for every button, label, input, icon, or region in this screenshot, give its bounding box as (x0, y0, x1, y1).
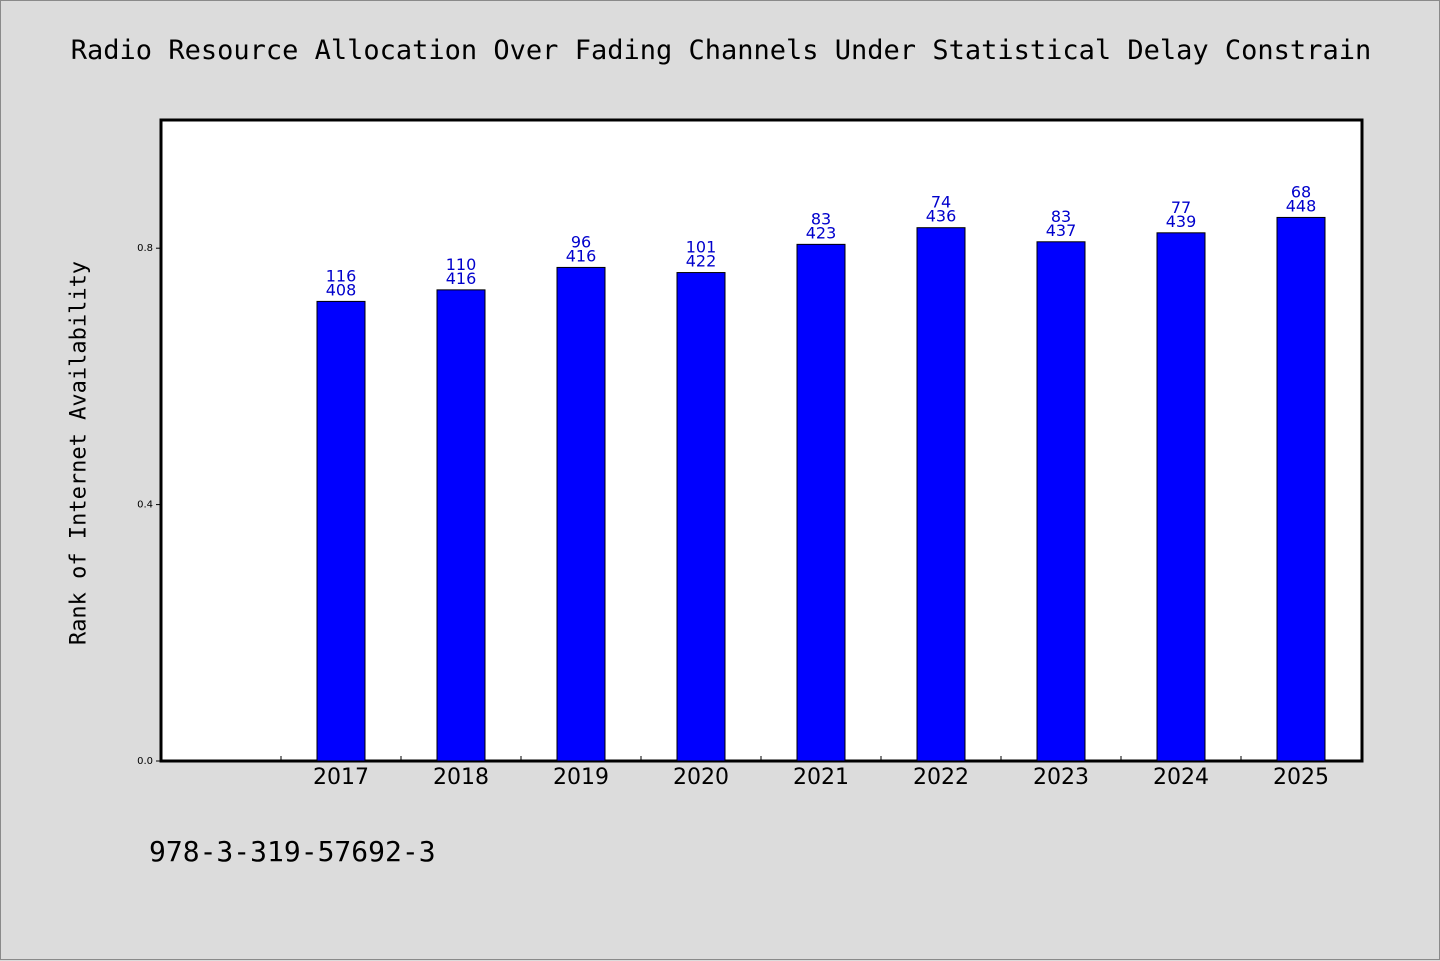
data-label-top-2021: 83 (811, 209, 831, 228)
data-label-bottom-2025: 448 (1286, 196, 1317, 215)
data-label-bottom-2022: 436 (926, 207, 957, 226)
data-label-top-2024: 77 (1171, 198, 1191, 217)
bar-2022 (916, 227, 966, 762)
bar-2021 (796, 243, 846, 762)
bar-2019 (556, 266, 606, 762)
bar-2023 (1036, 241, 1086, 762)
data-label-bottom-2018: 416 (446, 269, 477, 288)
x-tick-label-2023: 2023 (1033, 765, 1089, 790)
x-tick-label-2025: 2025 (1273, 765, 1329, 790)
data-label-top-2017: 116 (326, 266, 357, 285)
bar-2025 (1276, 216, 1326, 762)
data-label-top-2022: 74 (931, 193, 951, 212)
data-label-top-2020: 101 (686, 238, 717, 257)
data-label-top-2019: 96 (571, 232, 591, 251)
data-label-bottom-2024: 439 (1166, 212, 1197, 231)
data-label-top-2018: 110 (446, 255, 477, 274)
isbn-text: 978-3-319-57692-3 (149, 835, 436, 868)
bar-2024 (1156, 232, 1206, 762)
y-tick-label-0: 0.0 (137, 756, 153, 767)
bar-2018 (436, 289, 486, 762)
data-label-bottom-2021: 423 (806, 223, 837, 242)
chart-title: Radio Resource Allocation Over Fading Ch… (70, 35, 1372, 66)
x-tick-label-2019: 2019 (553, 765, 609, 790)
data-label-bottom-2020: 422 (686, 252, 717, 271)
y-tick-label-2: 0.8 (137, 243, 153, 254)
x-tick-label-2021: 2021 (793, 765, 849, 790)
bar-2017 (316, 300, 366, 762)
x-axis: 2017 2018 2019 2020 2021 2022 2023 2024 2025 (280, 756, 1329, 790)
data-label-bottom-2017: 408 (326, 280, 357, 299)
x-tick-label-2017: 2017 (313, 765, 369, 790)
bars (316, 216, 1326, 762)
y-tick-label-1: 0.4 (137, 500, 153, 511)
data-label-top-2025: 68 (1291, 182, 1311, 201)
y-axis: 0.0 0.4 0.8 (137, 243, 161, 767)
x-tick-label-2018: 2018 (433, 765, 489, 790)
data-label-bottom-2019: 416 (566, 246, 597, 265)
x-tick-label-2024: 2024 (1153, 765, 1209, 790)
data-label-bottom-2023: 437 (1046, 221, 1077, 240)
x-tick-label-2020: 2020 (673, 765, 729, 790)
x-tick-label-2022: 2022 (913, 765, 969, 790)
bar-2020 (676, 272, 726, 762)
data-label-top-2023: 83 (1051, 207, 1071, 226)
